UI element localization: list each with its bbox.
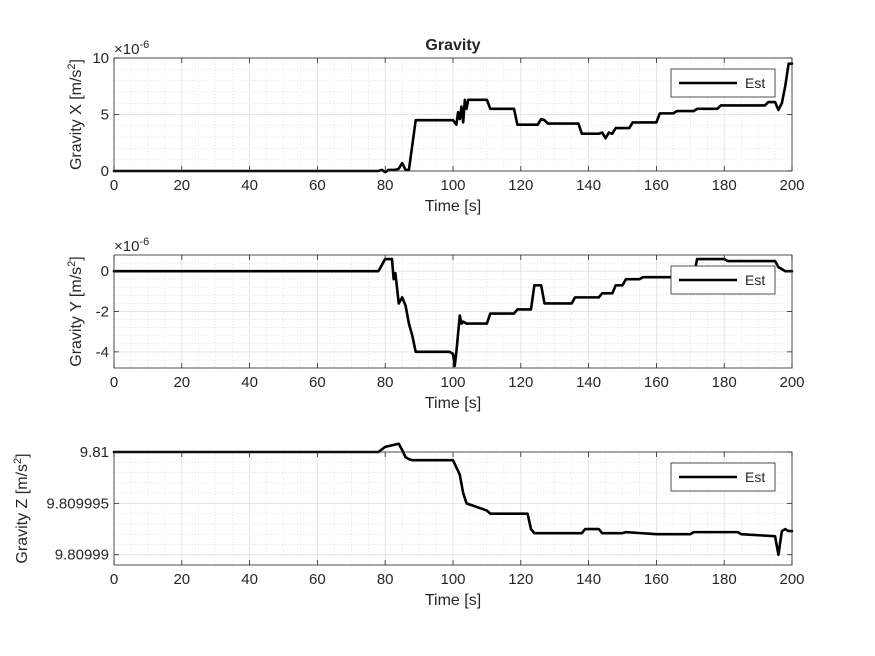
x-tick-label: 0 xyxy=(110,374,118,391)
x-tick-label: 100 xyxy=(440,177,465,194)
x-tick-label: 180 xyxy=(712,374,737,391)
y-tick-label: 9.80999 xyxy=(55,547,109,564)
x-tick-label: 140 xyxy=(576,571,601,588)
x-tick-label: 40 xyxy=(241,177,258,194)
chart-title: Gravity xyxy=(425,37,480,54)
x-tick-label: 0 xyxy=(110,177,118,194)
x-axis-label: Time [s] xyxy=(425,395,481,412)
x-tick-label: 120 xyxy=(508,177,533,194)
x-tick-label: 60 xyxy=(309,177,326,194)
x-tick-label: 160 xyxy=(644,571,669,588)
legend-label: Est xyxy=(745,75,765,91)
x-tick-label: 80 xyxy=(377,177,394,194)
y-axis-label: Gravity X [m/s2] xyxy=(66,59,85,170)
x-tick-label: 140 xyxy=(576,374,601,391)
y-tick-label: 9.809995 xyxy=(46,495,109,512)
y-tick-label: -2 xyxy=(96,304,109,321)
x-tick-label: 40 xyxy=(241,571,258,588)
x-tick-label: 180 xyxy=(712,571,737,588)
x-tick-label: 20 xyxy=(173,571,190,588)
legend-label: Est xyxy=(745,469,765,485)
chart-panel-1: 0 20 40 60 80 100 120 140 160 180 200 0 5 10 ×10-6 Time… xyxy=(66,37,805,215)
legend: Est xyxy=(670,265,776,295)
x-tick-label: 20 xyxy=(173,177,190,194)
x-tick-label: 60 xyxy=(309,571,326,588)
x-tick-label: 160 xyxy=(644,374,669,391)
x-tick-label: 200 xyxy=(779,571,804,588)
x-tick-label: 140 xyxy=(576,177,601,194)
legend: Est xyxy=(670,68,776,98)
x-tick-label: 160 xyxy=(644,177,669,194)
chart-panel-3: 0 20 40 60 80 100 120 140 160 180 200 9.80999 9.8099… xyxy=(12,442,805,609)
y-tick-label: 5 xyxy=(101,107,109,124)
legend: Est xyxy=(670,462,776,492)
x-tick-label: 120 xyxy=(508,571,533,588)
y-exponent-label: ×10-6 xyxy=(114,236,149,255)
series-line-est xyxy=(112,442,794,557)
y-axis-label: Gravity Z [m/s2] xyxy=(12,453,31,563)
y-tick-label: 0 xyxy=(101,163,109,180)
x-tick-label: 20 xyxy=(173,374,190,391)
x-tick-label: 60 xyxy=(309,374,326,391)
y-tick-label: 10 xyxy=(92,50,109,67)
x-axis-label: Time [s] xyxy=(425,198,481,215)
x-tick-label: 200 xyxy=(779,177,804,194)
x-tick-label: 80 xyxy=(377,374,394,391)
x-axis-label: Time [s] xyxy=(425,592,481,609)
x-tick-label: 200 xyxy=(779,374,804,391)
x-tick-label: 100 xyxy=(440,374,465,391)
x-tick-label: 100 xyxy=(440,571,465,588)
y-exponent-label: ×10-6 xyxy=(114,39,149,58)
series-line-est xyxy=(112,62,794,174)
x-tick-label: 180 xyxy=(712,177,737,194)
x-tick-label: 120 xyxy=(508,374,533,391)
series-line-est xyxy=(112,257,794,368)
y-tick-label: -4 xyxy=(96,344,109,361)
y-tick-label: 9.81 xyxy=(80,444,109,461)
y-tick-label: 0 xyxy=(101,263,109,280)
y-axis-label: Gravity Y [m/s2] xyxy=(66,256,85,366)
chart-panel-2: 0 20 40 60 80 100 120 140 160 180 200 -4 -2 0 ×10-6 Tim… xyxy=(66,236,805,412)
legend-label: Est xyxy=(745,272,765,288)
x-tick-label: 0 xyxy=(110,571,118,588)
x-tick-label: 80 xyxy=(377,571,394,588)
x-tick-label: 40 xyxy=(241,374,258,391)
